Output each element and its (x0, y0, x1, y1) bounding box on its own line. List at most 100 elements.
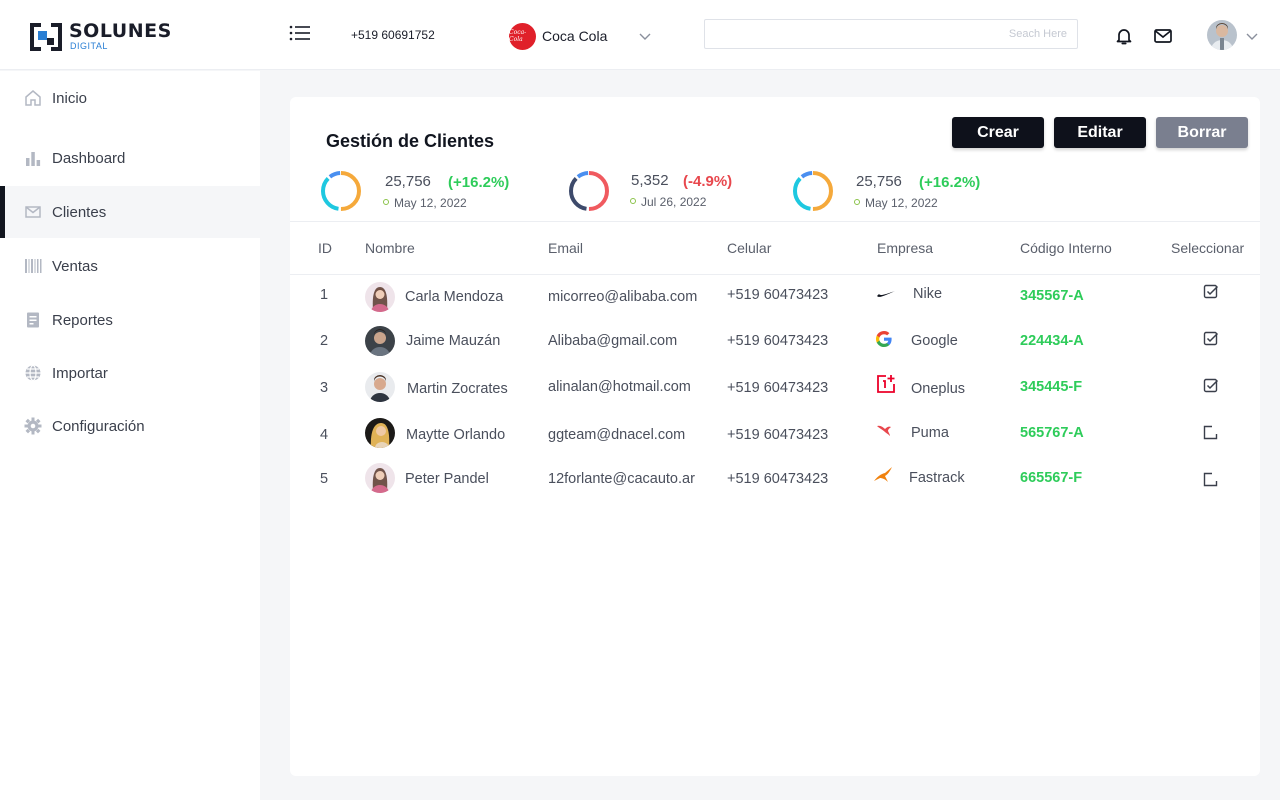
sidebar-item-label: Inicio (52, 89, 88, 107)
stat-widget: 25,756 (+16.2%) May 12, 2022 (791, 169, 1011, 215)
row-id: 2 (320, 333, 329, 349)
mail-icon (25, 206, 41, 218)
sidebar-item-importar[interactable]: Importar (0, 347, 260, 399)
table-row[interactable]: 3 Martin Zocrates alinalan@hotmail.com +… (290, 365, 1260, 411)
divider (290, 274, 1260, 275)
internal-code: 665567-F (1020, 470, 1083, 486)
company-name: Google (911, 333, 958, 349)
globe-icon (25, 364, 41, 382)
create-button[interactable]: Crear (952, 117, 1044, 148)
edit-button[interactable]: Editar (1054, 117, 1146, 148)
report-icon (27, 312, 39, 328)
checkbox-checked-icon[interactable] (1203, 331, 1219, 347)
company-selector-label: Coca Cola (542, 28, 608, 44)
client-avatar-image (365, 372, 395, 402)
checkbox-checked-icon[interactable] (1203, 378, 1219, 394)
brand-logo-text: Coca-Cola (509, 29, 527, 43)
bell-icon[interactable] (1114, 26, 1134, 46)
stat-change: (+16.2%) (919, 174, 981, 191)
company-name: Nike (913, 286, 943, 302)
sidebar-item-label: Clientes (52, 203, 107, 221)
stat-change: (+16.2%) (448, 174, 510, 191)
status-dot (630, 198, 636, 204)
client-email: 12forlante@cacauto.ar (548, 471, 695, 487)
fastrack-logo-icon (874, 467, 892, 482)
sidebar-item-configuracion[interactable]: Configuración (0, 400, 260, 452)
user-menu-chevron-icon[interactable] (1245, 29, 1259, 43)
client-email: ggteam@dnacel.com (548, 427, 686, 443)
hamburger-menu-icon[interactable] (289, 24, 311, 42)
stat-widget: 25,756 (+16.2%) May 12, 2022 (319, 169, 539, 215)
client-name: Carla Mendoza (405, 289, 504, 305)
table-row[interactable]: 4 Maytte Orlando ggteam@dnacel.com +519 … (290, 412, 1260, 458)
client-avatar (365, 282, 395, 312)
internal-code: 345445-F (1020, 379, 1083, 395)
top-header: SOLUNES DIGITAL +519 60691752 Coca-Cola … (0, 0, 1280, 70)
company-name: Fastrack (909, 470, 965, 486)
mail-icon[interactable] (1153, 26, 1173, 46)
page-title: Gestión de Clientes (326, 131, 495, 151)
logo-mark-icon (30, 23, 62, 51)
client-phone: +519 60473423 (727, 471, 829, 487)
stat-value: 25,756 (385, 173, 431, 190)
company-selector[interactable]: Coca-Cola Coca Cola (509, 22, 652, 50)
checkbox-checked-icon[interactable] (1203, 284, 1219, 300)
sidebar-item-label: Configuración (52, 417, 145, 435)
oneplus-logo-icon (877, 375, 895, 393)
client-email: alinalan@hotmail.com (548, 379, 691, 395)
client-phone: +519 60473423 (727, 380, 829, 396)
chevron-down-icon (639, 33, 651, 40)
company-name: Oneplus (911, 381, 966, 397)
coca-cola-logo-icon: Coca-Cola (509, 22, 536, 50)
sidebar-item-dashboard[interactable]: Dashboard (0, 132, 260, 184)
table-row[interactable]: 1 Carla Mendoza micorreo@alibaba.com +51… (290, 274, 1260, 320)
table-row[interactable]: 5 Peter Pandel 12forlante@cacauto.ar +51… (290, 457, 1260, 503)
sidebar-item-label: Dashboard (52, 149, 126, 167)
home-icon (25, 90, 41, 106)
client-name: Jaime Mauzán (406, 333, 501, 349)
column-header-celular: Celular (727, 240, 772, 256)
client-name: Martin Zocrates (407, 381, 508, 397)
status-dot (854, 199, 860, 205)
column-header-nombre: Nombre (365, 240, 415, 256)
stat-date: Jul 26, 2022 (641, 195, 707, 209)
sidebar: Inicio Dashboard Clientes Ventas Reporte… (0, 71, 260, 800)
column-header-seleccionar: Seleccionar (1171, 240, 1245, 256)
row-id: 5 (320, 471, 329, 487)
client-avatar-image (365, 326, 395, 356)
row-id: 3 (320, 380, 329, 396)
sidebar-item-label: Ventas (52, 257, 98, 275)
client-phone: +519 60473423 (727, 427, 829, 443)
divider (290, 221, 1260, 222)
client-name: Maytte Orlando (406, 427, 506, 443)
logo-text: SOLUNES (69, 20, 172, 42)
donut-ring-icon (569, 171, 609, 211)
sidebar-item-clientes[interactable]: Clientes (0, 186, 260, 238)
sidebar-item-label: Importar (52, 364, 108, 382)
stat-date: May 12, 2022 (865, 196, 938, 210)
user-avatar-image (1207, 20, 1237, 50)
sidebar-item-inicio[interactable]: Inicio (0, 72, 260, 124)
row-id: 4 (320, 427, 329, 443)
clients-card: Gestión de Clientes Crear Editar Borrar … (290, 97, 1260, 776)
google-logo-icon (876, 331, 892, 347)
sidebar-item-ventas[interactable]: Ventas (0, 240, 260, 292)
column-header-id: ID (318, 240, 332, 256)
stat-value: 5,352 (631, 172, 669, 189)
client-avatar (365, 326, 395, 356)
checkbox-unchecked-icon[interactable] (1203, 425, 1219, 441)
search-input[interactable] (704, 19, 1078, 49)
delete-button[interactable]: Borrar (1156, 117, 1248, 148)
client-avatar-image (365, 418, 395, 448)
sidebar-item-reportes[interactable]: Reportes (0, 294, 260, 346)
puma-logo-icon (877, 425, 891, 436)
table-row[interactable]: 2 Jaime Mauzán Alibaba@gmail.com +519 60… (290, 319, 1260, 365)
checkbox-unchecked-icon[interactable] (1203, 472, 1219, 488)
donut-ring-icon (321, 171, 361, 211)
user-avatar[interactable] (1207, 20, 1237, 50)
client-avatar-image (365, 282, 395, 312)
solunes-logo[interactable]: SOLUNES DIGITAL (27, 20, 171, 54)
nike-logo-icon (877, 291, 895, 297)
gear-icon (24, 417, 42, 435)
client-avatar (365, 418, 395, 448)
